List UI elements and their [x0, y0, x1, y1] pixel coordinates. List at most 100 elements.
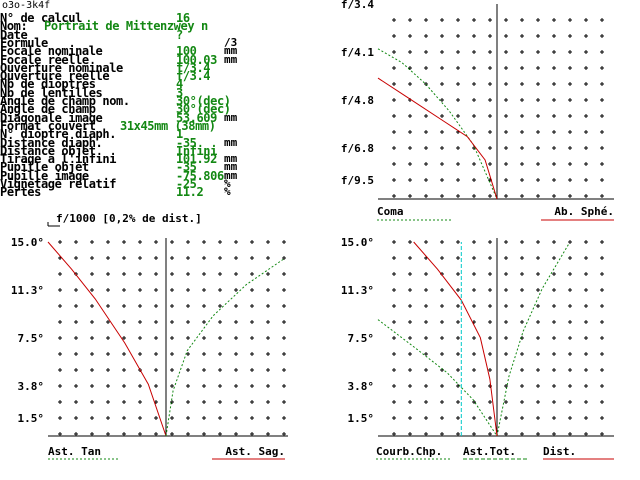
- param-label: Formule: [0, 35, 48, 50]
- param-label: Diagonale image: [0, 110, 103, 125]
- param-label: Ouverture réelle: [0, 69, 110, 84]
- series-line: [496, 244, 569, 437]
- param-label: Focale nominale: [0, 44, 103, 59]
- param-row: Focale réelle 100.03 mm: [0, 52, 300, 67]
- param-value: -35: [176, 135, 197, 150]
- param-row: Ouverture réelle f/3.4: [0, 69, 300, 84]
- param-row: Tirage à l'infini 101.92 mm: [0, 152, 300, 167]
- param-row: Vignetage relatif -25%: [0, 177, 300, 191]
- param-label: Angle de champ nom.: [0, 94, 130, 108]
- param-value: 100: [176, 44, 197, 59]
- legend-dist: Dist.: [543, 445, 576, 458]
- param-value: 31x45mm (38mm): [120, 118, 216, 133]
- param-value: -35: [176, 160, 197, 175]
- legend-coma: Coma: [377, 205, 404, 218]
- param-row: Focale nominale 100 mm: [0, 44, 300, 59]
- param-unit: mm: [224, 168, 238, 182]
- y-tick-label: f/4.1: [341, 46, 374, 59]
- legend-ast-tot: Ast.Tot.: [463, 445, 516, 458]
- param-label: Pupille image: [0, 168, 89, 183]
- param-row: Angle de champ nom. 30°(dec): [0, 94, 300, 108]
- param-row: Nb de dioptres 4: [0, 77, 300, 92]
- param-label: Pupille objet: [0, 160, 89, 175]
- param-value: 101.92: [176, 152, 217, 167]
- legend-ast-tan: Ast. Tan: [48, 445, 101, 458]
- param-row: Ouverture nominale f/3.4: [0, 60, 300, 75]
- param-row: Pertes 11.2%: [0, 185, 300, 200]
- param-row: Date?: [0, 27, 300, 42]
- y-tick-label: 11.3°: [341, 284, 374, 297]
- param-label: Distance diaph.: [0, 135, 103, 150]
- series-line: [413, 241, 498, 437]
- param-value: 30°(dec): [176, 94, 231, 108]
- param-label: Distance objet: [0, 143, 96, 158]
- param-label: N° dioptre diaph.: [0, 127, 117, 142]
- y-tick-label: 11.3°: [11, 284, 44, 297]
- param-label: N° de calcul: [0, 11, 82, 25]
- param-unit: %: [224, 177, 231, 190]
- series-line: [47, 241, 167, 437]
- param-row: Pupille objet -35 mm: [0, 160, 300, 175]
- param-label: Format couvert: [0, 118, 96, 133]
- param-row: Distance diaph. -35 mm: [0, 135, 300, 150]
- param-value: 30°(dec): [176, 102, 231, 117]
- series-line: [377, 319, 498, 437]
- param-label: Date: [0, 27, 28, 42]
- param-value: -75.806: [176, 168, 224, 183]
- param-row: Formule/3: [0, 35, 300, 50]
- param-value: f/3.4: [176, 60, 211, 75]
- y-tick-label: 1.5°: [18, 412, 45, 425]
- param-unit: mm: [224, 44, 238, 58]
- param-unit: mm: [224, 110, 238, 124]
- param-label: Tirage à l'infini: [0, 152, 117, 167]
- param-value: 53.609: [176, 110, 217, 125]
- scale-note: f/1000 [0,2% de dist.]: [56, 212, 202, 225]
- series-line: [377, 48, 498, 200]
- param-unit: mm: [224, 52, 238, 66]
- param-unit: mm: [224, 160, 238, 174]
- y-tick-label: f/9.5: [341, 174, 374, 187]
- y-tick-label: 15.0°: [341, 236, 374, 249]
- series-line: [377, 77, 498, 200]
- y-tick-label: f/3.4: [341, 0, 374, 11]
- y-tick-label: 3.8°: [18, 380, 45, 393]
- param-label: Focale réelle: [0, 52, 89, 67]
- param-value: ?: [176, 27, 183, 42]
- param-row: Nb de lentilles 3: [0, 87, 300, 99]
- param-row: Angle de champ 30°(dec): [0, 102, 300, 117]
- param-label: Ouverture nominale: [0, 60, 123, 75]
- param-label: Pertes: [0, 185, 41, 200]
- legend-ast-sag: Ast. Sag.: [225, 445, 285, 458]
- param-label: Nb de dioptres: [0, 77, 96, 92]
- y-tick-label: f/6.8: [341, 142, 374, 155]
- param-label: Angle de champ: [0, 102, 96, 117]
- param-row: Distance objet Infini: [0, 143, 300, 158]
- legend-ab-sphe: Ab. Sphé.: [554, 205, 614, 218]
- param-value: 4: [176, 77, 183, 92]
- param-row: Diagonale image 53.609 mm: [0, 110, 300, 125]
- param-value: Infini: [176, 143, 217, 158]
- series-line: [165, 258, 285, 437]
- param-value: 11.2: [176, 185, 204, 200]
- param-value: 100.03: [176, 52, 217, 67]
- param-unit: /3: [224, 35, 238, 49]
- param-value: 1: [176, 127, 183, 142]
- param-unit: %: [224, 185, 231, 199]
- param-value: 16: [176, 11, 190, 25]
- param-value: -25: [176, 177, 197, 191]
- y-tick-label: 1.5°: [348, 412, 375, 425]
- param-label: Nom:: [0, 19, 28, 34]
- param-row: N° de calcul 16: [0, 11, 300, 25]
- window-title: o3o-3k4f: [2, 0, 51, 11]
- param-value: f/3.4: [176, 69, 211, 84]
- legend-courb-chp: Courb.Chp.: [376, 445, 442, 458]
- y-tick-label: 3.8°: [348, 380, 375, 393]
- param-label: Vignetage relatif: [0, 177, 117, 191]
- param-row: Nom: Portrait de Mittenzwey n: [0, 19, 300, 34]
- param-unit: mm: [224, 152, 238, 166]
- param-row: Format couvert 31x45mm (38mm): [0, 118, 300, 133]
- param-value: Portrait de Mittenzwey n: [44, 19, 208, 34]
- y-tick-label: f/4.8: [341, 94, 374, 107]
- y-tick-label: 7.5°: [348, 332, 375, 345]
